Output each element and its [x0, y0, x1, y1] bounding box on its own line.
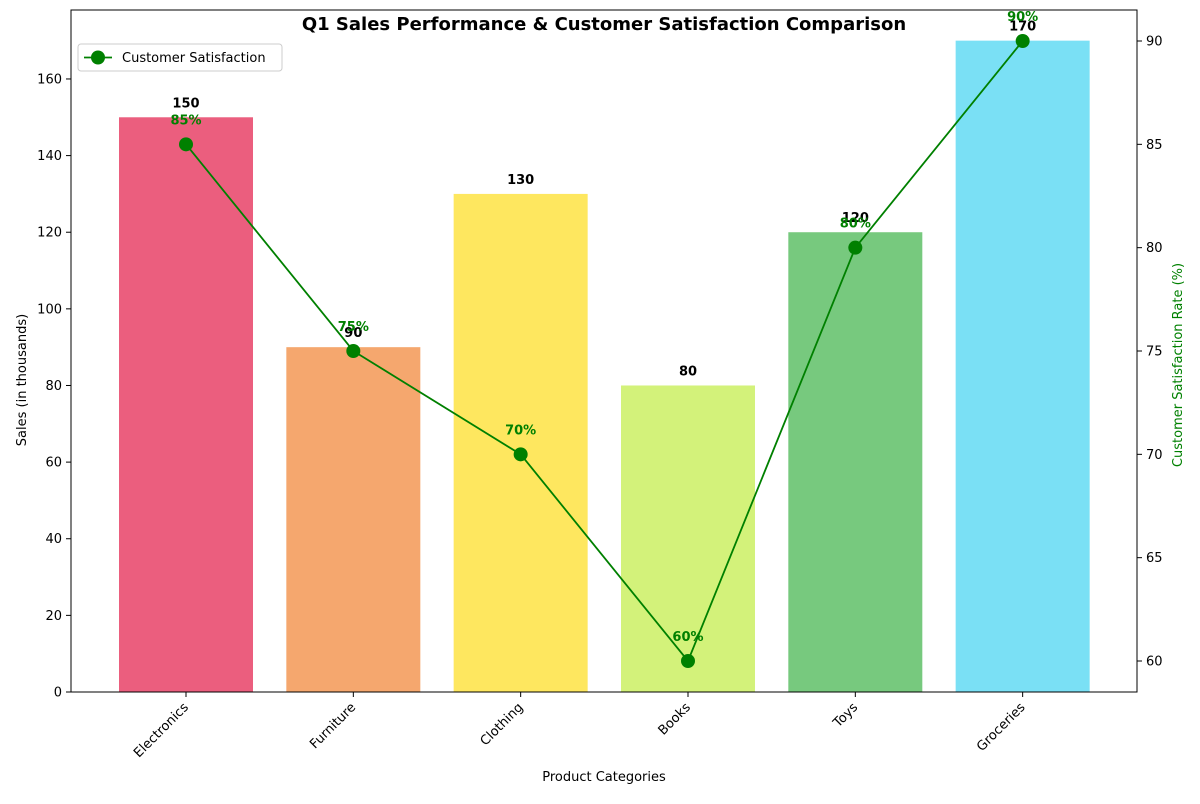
y2-tick-label: 75: [1146, 345, 1163, 360]
satisfaction-value-label: 90%: [1007, 10, 1038, 25]
bar-labels-layer: 150 90 130 80 120 170: [172, 20, 1036, 380]
bar-value-label: 80: [679, 364, 697, 379]
y-tick-label: 60: [45, 456, 62, 471]
bar-value-label: 130: [507, 173, 534, 188]
y-tick-label: 120: [37, 226, 62, 241]
y2-tick-label: 70: [1146, 448, 1163, 463]
satisfaction-value-label: 85%: [170, 113, 201, 128]
satisfaction-point: [848, 240, 863, 255]
y2-tick-label: 65: [1146, 551, 1163, 566]
satisfaction-line: [185, 40, 1024, 663]
bar-toys: [788, 232, 923, 692]
satisfaction-value-label: 80%: [840, 217, 871, 232]
satisfaction-point: [680, 654, 695, 668]
bar-groceries: [955, 40, 1090, 693]
x-tick-label-toys: Toys: [830, 700, 861, 731]
satisfaction-point: [513, 447, 528, 462]
y-tick-label: 20: [45, 609, 62, 624]
satisfaction-point: [179, 137, 193, 152]
legend-entry-satisfaction: Customer Satisfaction: [122, 51, 266, 66]
x-tick-label-clothing: Clothing: [478, 700, 527, 749]
satisfaction-line-layer: 85% 75% 70% 60% 80% 90%: [170, 10, 1038, 668]
legend-frame: [77, 43, 283, 72]
bar-value-label: 150: [172, 96, 199, 111]
y-axis-label: Sales (in thousands): [15, 314, 30, 446]
y-tick-label: 160: [37, 72, 62, 87]
satisfaction-point: [346, 344, 361, 358]
y-tick-label: 140: [37, 149, 62, 164]
x-tick-label-groceries: Groceries: [974, 700, 1029, 755]
bar-value-label: 120: [842, 211, 869, 226]
satisfaction-value-label: 60%: [672, 630, 703, 645]
legend-marker-swatch: [91, 50, 105, 65]
legend: Customer Satisfaction: [77, 43, 283, 72]
bars-layer: [119, 40, 1090, 693]
bar-books: [620, 385, 755, 692]
bar-clothing: [453, 193, 588, 693]
bar-value-label: 90: [344, 326, 362, 341]
y-tick-label: 0: [54, 686, 62, 701]
bar-value-label: 170: [1009, 20, 1036, 35]
x-tick-label-books: Books: [656, 700, 694, 738]
bar-furniture: [286, 347, 421, 692]
x-tick-label-electronics: Electronics: [131, 700, 192, 761]
bar-electronics: [119, 117, 253, 693]
y-tick-label: 80: [45, 379, 62, 394]
x-tick-label-furniture: Furniture: [307, 700, 359, 752]
y-tick-label: 100: [37, 302, 62, 317]
y2-axis-label: Customer Satisfaction Rate (%): [1171, 263, 1186, 467]
y-tick-label: 40: [45, 532, 62, 547]
satisfaction-value-label: 75%: [338, 320, 369, 335]
y2-tick-label: 60: [1146, 655, 1163, 670]
satisfaction-value-label: 70%: [505, 423, 536, 438]
y2-tick-label: 80: [1146, 241, 1163, 256]
x-axis-label: Product Categories: [542, 770, 666, 785]
y2-tick-label: 85: [1146, 138, 1163, 153]
y2-tick-label: 90: [1146, 35, 1163, 50]
satisfaction-point: [1015, 34, 1030, 48]
chart-title: Q1 Sales Performance & Customer Satisfac…: [302, 14, 906, 35]
